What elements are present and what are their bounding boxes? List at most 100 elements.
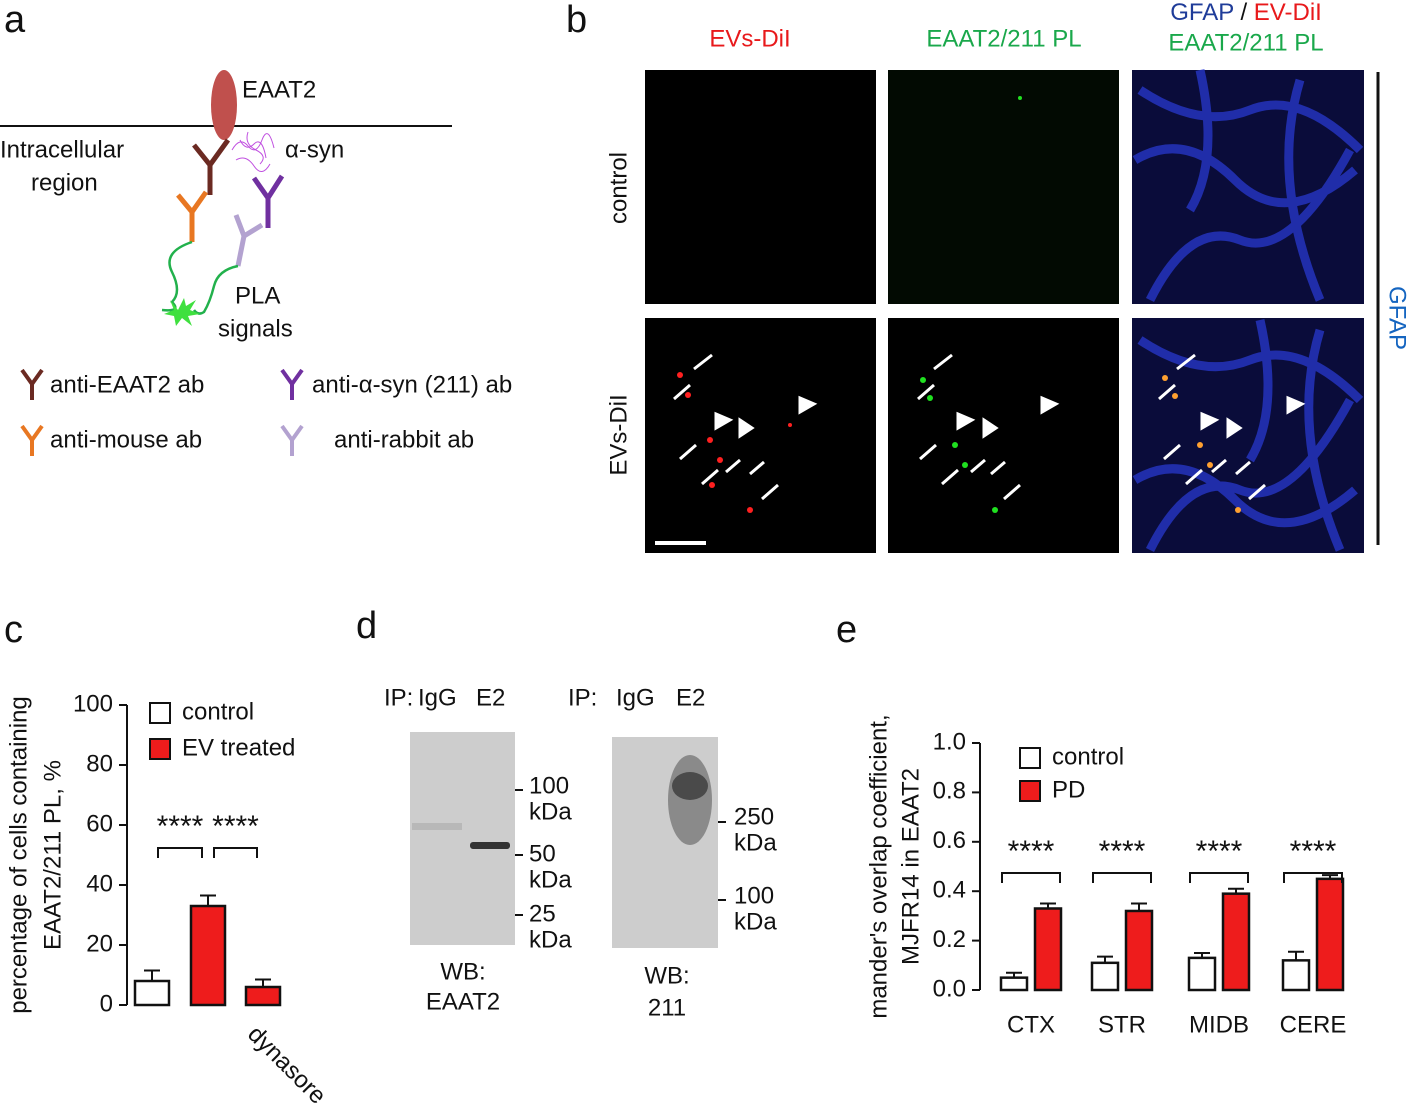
- significance-bracket: [157, 847, 203, 858]
- label: signals: [218, 315, 293, 342]
- legend-label: anti-rabbit ab: [334, 426, 474, 453]
- bar: [1187, 956, 1217, 992]
- bar: [1033, 907, 1063, 992]
- panel-letter: d: [356, 605, 377, 647]
- title-part: GFAP: [1170, 0, 1234, 26]
- error-bar: [255, 978, 271, 987]
- syn-shape: [231, 131, 275, 172]
- y-tick-label: 0.8: [933, 778, 966, 805]
- error-bar: [1040, 902, 1056, 909]
- marker: kDa: [734, 908, 777, 935]
- panel-letter: b: [566, 0, 587, 41]
- error-bar: [1288, 950, 1304, 961]
- error-bar: [1006, 971, 1022, 978]
- x-tick-label: STR: [1098, 1011, 1146, 1038]
- antibody: [176, 190, 209, 217]
- wb-label: EAAT2: [426, 988, 500, 1015]
- y-tick-label: 60: [86, 810, 113, 837]
- significance-bracket: [1189, 872, 1249, 883]
- bar: [1124, 909, 1154, 992]
- y-tick-label: 0.4: [933, 877, 966, 904]
- marker: 25: [529, 900, 556, 927]
- column-title: EVs-DiI: [709, 25, 790, 52]
- significance-bracket: [1001, 872, 1061, 883]
- error-bar: [144, 969, 160, 981]
- marker: 250: [734, 803, 774, 830]
- x-tick-label: dynasore: [242, 1021, 331, 1108]
- y-tick-label: 20: [86, 930, 113, 957]
- error-bar: [1097, 955, 1113, 963]
- bar: [999, 976, 1029, 992]
- label: EAAT2: [242, 76, 316, 103]
- band: [470, 842, 510, 849]
- bar: [133, 979, 171, 1007]
- marker-ticks: [718, 821, 726, 901]
- lane-label: E2: [476, 684, 505, 711]
- error-bar: [1228, 887, 1244, 894]
- gfap-texture: [1132, 69, 1364, 553]
- marker: 100: [734, 882, 774, 909]
- label: Intracellular: [0, 136, 124, 163]
- significance-bracket: [1283, 872, 1343, 883]
- significance-bracket: [213, 847, 258, 858]
- significance-label: ****: [1196, 835, 1243, 868]
- significance-label: ****: [157, 810, 204, 843]
- x-tick-label: MIDB: [1189, 1011, 1249, 1038]
- bar: [1315, 877, 1345, 992]
- significance-bracket: [1092, 872, 1152, 883]
- legend-swatch: [149, 738, 171, 760]
- legend-label: control: [182, 698, 254, 725]
- marker: 100: [529, 772, 569, 799]
- error-bar: [1322, 874, 1338, 879]
- wb-label: WB:: [440, 958, 485, 985]
- y-tick-label: 0: [100, 990, 113, 1017]
- significance-label: ****: [1008, 835, 1055, 868]
- antibody: [251, 174, 285, 203]
- bar: [244, 985, 282, 1007]
- side-label: GFAP: [1384, 286, 1411, 350]
- error-bar: [1194, 951, 1210, 958]
- wb-label: 211: [648, 994, 686, 1021]
- error-bar: [1131, 902, 1147, 911]
- column-title: EAAT2/211 PL: [1168, 29, 1323, 56]
- lane-label: E2: [676, 684, 705, 711]
- legend-icons: [20, 368, 304, 456]
- label: PLA: [235, 282, 280, 309]
- arrows: [673, 353, 1306, 501]
- lane-label: IgG: [616, 684, 655, 711]
- legend-swatch: [1019, 780, 1041, 802]
- bar: [1281, 959, 1311, 992]
- y-axis-label: mander's overlap coefficient,: [865, 714, 892, 1018]
- label: region: [31, 169, 98, 196]
- marker: kDa: [529, 866, 572, 893]
- y-tick-label: 80: [86, 750, 113, 777]
- y-tick-label: 0.0: [933, 975, 966, 1002]
- label: α-syn: [285, 136, 344, 163]
- eaat2-shape: [211, 70, 237, 140]
- panel-letter: e: [836, 609, 857, 651]
- ip-label: IP:: [568, 684, 597, 711]
- pla-link: [161, 240, 239, 315]
- column-title: EAAT2/211 PL: [926, 25, 1081, 52]
- wb-label: WB:: [644, 962, 689, 989]
- ip-label: IP:: [384, 684, 413, 711]
- bar: [1221, 892, 1251, 992]
- legend-label: anti-EAAT2 ab: [50, 371, 204, 398]
- band: [672, 772, 708, 800]
- significance-label: ****: [1099, 835, 1146, 868]
- title-part: /: [1240, 0, 1247, 26]
- pla-signal: [164, 298, 200, 326]
- y-tick-label: 0.2: [933, 926, 966, 953]
- significance-label: ****: [1290, 835, 1337, 868]
- y-axis-label: EAAT2/211 PL, %: [39, 760, 66, 950]
- antibody: [235, 235, 247, 267]
- panel-letter: a: [4, 0, 26, 41]
- lane-label: IgG: [418, 684, 457, 711]
- row-label: EVs-DiI: [605, 394, 632, 475]
- legend-swatch: [1019, 747, 1041, 769]
- band: [412, 823, 462, 830]
- y-tick-label: 0.6: [933, 827, 966, 854]
- micrograph: [888, 70, 1119, 304]
